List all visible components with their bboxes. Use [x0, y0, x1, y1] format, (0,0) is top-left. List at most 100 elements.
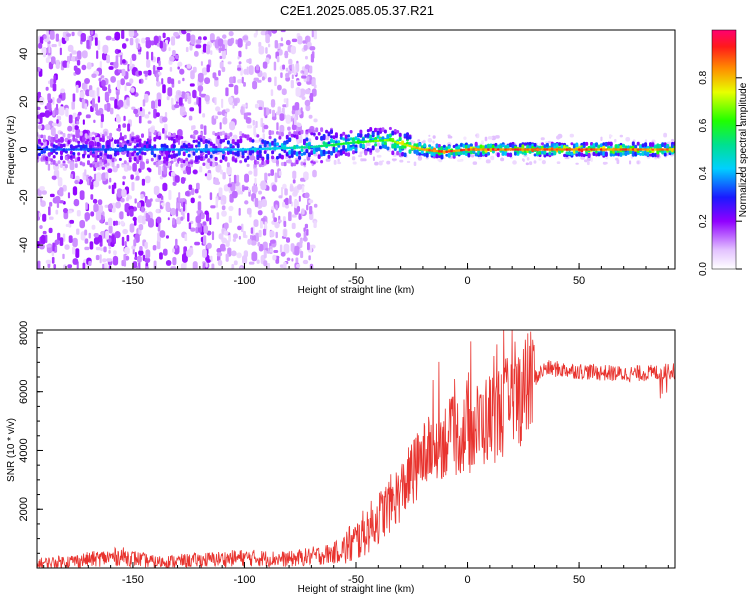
spectrogram-cell: [120, 220, 125, 225]
spectrogram-cell: [38, 42, 43, 49]
spectrogram-cell: [108, 225, 113, 234]
spectrogram-cell: [163, 123, 168, 133]
spectrogram-cell: [129, 78, 134, 84]
spectrogram-cell: [420, 150, 424, 155]
spectrogram-cell: [518, 150, 522, 154]
spectrogram-cell: [195, 148, 198, 151]
spectrogram-cell: [69, 133, 73, 137]
spectrogram-cell: [222, 117, 228, 125]
spectrogram-cell: [143, 140, 147, 145]
spectrogram-cell: [266, 140, 270, 145]
spectrogram-cell: [236, 174, 240, 183]
spectrogram-cell: [636, 148, 640, 151]
spectrogram-cell: [607, 141, 611, 146]
spectrogram-cell: [285, 146, 289, 150]
spectrogram-cell: [260, 219, 263, 229]
spectrogram-cell: [396, 130, 400, 134]
spectrogram-cell: [271, 116, 277, 120]
spectrogram-cell: [202, 162, 206, 166]
spectrogram-cell: [229, 143, 233, 148]
spectrogram-cell: [349, 137, 353, 141]
spectrogram-cell: [315, 136, 319, 141]
spectrogram-cell: [533, 160, 537, 164]
spectrogram-cell: [565, 151, 569, 155]
spectrogram-cell: [268, 135, 272, 140]
spectrogram-cell: [96, 172, 102, 182]
spectrogram-cell: [455, 152, 459, 156]
spectrogram-cell: [518, 148, 522, 151]
spectrogram-cell: [300, 146, 304, 149]
spectrogram-cell: [195, 227, 199, 234]
spectrogram-cell: [536, 150, 540, 155]
spectrogram-cell: [257, 242, 261, 247]
spectrogram-cell: [54, 195, 61, 204]
colorbar-tick-label: 0.4: [698, 166, 709, 180]
spectrogram-cell: [496, 148, 500, 151]
spectrogram-cell: [303, 171, 309, 181]
spectrogram-cell: [175, 162, 179, 167]
spectrogram-cell: [62, 143, 66, 148]
spectrogram-cell: [369, 140, 373, 143]
spectrogram-cell: [273, 250, 279, 254]
spectrogram-cell: [661, 151, 665, 155]
spectrogram-cell: [47, 135, 51, 140]
spectrogram-cell: [263, 161, 267, 166]
spectrogram-cell: [66, 61, 70, 68]
spectrogram-cell: [536, 148, 540, 151]
spectrogram-cell: [209, 217, 212, 226]
spectrogram-cell: [619, 134, 624, 138]
spectrogram-cell: [482, 148, 486, 151]
spectrogram-cell: [651, 152, 655, 158]
spectrogram-cell: [474, 152, 478, 157]
spectrogram-cell: [204, 210, 209, 215]
spectrogram-cell: [172, 148, 176, 151]
spectrogram-cell: [671, 138, 674, 142]
spectrogram-cell: [268, 43, 271, 48]
spectrogram-cell: [279, 124, 285, 133]
spectrogram-cell: [79, 148, 83, 151]
spectrogram-cell: [43, 35, 47, 39]
spectrogram-cell: [241, 223, 244, 233]
spectrogram-cell: [214, 181, 221, 185]
spectrogram-cell: [155, 148, 159, 151]
spectrogram-cell: [170, 136, 174, 141]
spectrogram-cell: [383, 144, 387, 149]
spectrogram-y-label: Frequency (Hz): [6, 116, 17, 185]
spectrogram-cell: [460, 143, 463, 147]
spectrogram-cell: [209, 148, 213, 151]
spectrogram-cell: [283, 161, 287, 167]
spectrogram-cell: [625, 137, 631, 142]
spectrogram-cell: [215, 164, 222, 173]
spectrogram-cell: [169, 66, 173, 72]
spectrogram-cell: [364, 150, 368, 156]
spectrogram-cell: [388, 133, 392, 138]
spectrogram-cell: [136, 159, 140, 164]
spectrogram-cell: [72, 93, 76, 102]
spectrogram-cell: [123, 163, 129, 172]
spectrogram-cell: [52, 242, 55, 252]
spectrogram-cell: [484, 148, 488, 151]
spectrogram-cell: [145, 143, 149, 148]
spectrogram-cell: [646, 148, 650, 151]
spectrogram-cell: [158, 148, 162, 151]
spectrogram-cell: [541, 148, 544, 151]
y-tick-label: 0: [18, 146, 30, 152]
spectrogram-cell: [192, 133, 196, 137]
spectrogram-cell: [325, 129, 329, 134]
spectrogram-cell: [178, 192, 181, 202]
spectrogram-cell: [239, 131, 243, 136]
spectrogram-cell: [52, 144, 56, 149]
spectrogram-cell: [168, 162, 171, 167]
spectrogram-cell: [141, 133, 144, 138]
spectrogram-cell: [50, 142, 54, 147]
spectrogram-cell: [604, 148, 608, 151]
spectrogram-cell: [104, 159, 108, 164]
spectrogram-cell: [219, 159, 223, 163]
spectrogram-cell: [274, 40, 278, 49]
spectrogram-cell: [639, 144, 643, 150]
spectrogram-cell: [90, 194, 94, 200]
spectrogram-cell: [126, 197, 129, 202]
spectrogram-cell: [327, 144, 331, 147]
spectrogram-cell: [437, 144, 441, 148]
spectrogram-cell: [45, 259, 52, 264]
